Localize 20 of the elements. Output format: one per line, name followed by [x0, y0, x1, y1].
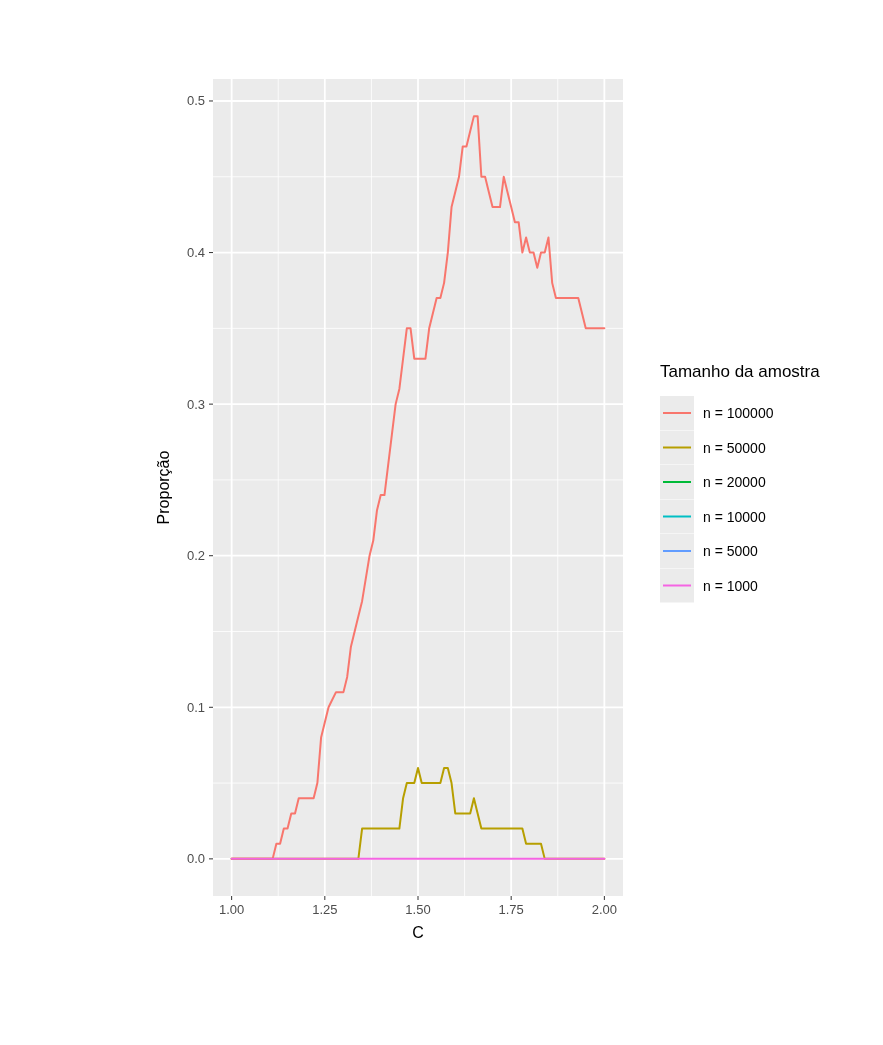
legend-label: n = 5000: [703, 543, 759, 559]
legend-label: n = 1000: [703, 577, 759, 594]
y-tick-label: 0.1: [186, 699, 205, 715]
y-tick-label: 0.0: [186, 851, 205, 867]
y-axis-title: Proporção: [155, 450, 172, 525]
x-tick-label: 1.25: [312, 902, 338, 917]
x-tick-label: 1.75: [498, 902, 524, 917]
x-axis-title: C: [412, 924, 424, 941]
legend-label: n = 20000: [703, 474, 766, 490]
y-tick-label: 0.3: [186, 396, 205, 412]
legend-label: n = 10000: [703, 508, 766, 525]
legend-title: Tamanho da amostra: [660, 362, 821, 381]
x-tick-label: 1.50: [405, 902, 431, 917]
legend-label: n = 100000: [703, 405, 774, 421]
legend-label: n = 50000: [703, 439, 766, 456]
x-tick-label: 1.00: [218, 902, 245, 917]
y-tick-label: 0.4: [186, 245, 205, 261]
y-tick-label: 0.2: [186, 548, 205, 564]
y-tick-label: 0.5: [186, 93, 205, 109]
x-tick-label: 2.00: [591, 902, 618, 917]
